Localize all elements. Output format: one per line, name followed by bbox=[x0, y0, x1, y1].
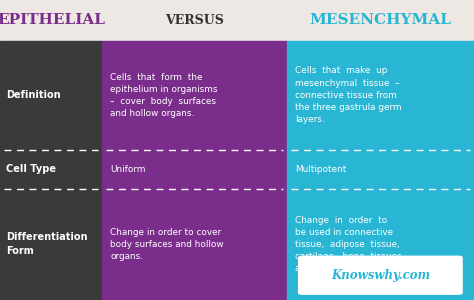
Bar bbox=[0, 0, 474, 40]
Text: Change  in  order  to
be used in connective
tissue,  adipose  tissue,
cartilage,: Change in order to be used in connective… bbox=[295, 216, 402, 273]
Text: MESENCHYMAL: MESENCHYMAL bbox=[310, 13, 451, 27]
Text: Uniform: Uniform bbox=[110, 165, 146, 174]
FancyBboxPatch shape bbox=[298, 256, 463, 295]
Text: Cell Type: Cell Type bbox=[6, 164, 55, 175]
Text: Cells  that  form  the
epithelium in organisms
–  cover  body  surfaces
and holl: Cells that form the epithelium in organi… bbox=[110, 73, 218, 118]
Bar bbox=[102, 40, 287, 300]
Text: Definition: Definition bbox=[6, 90, 60, 100]
Text: Multipotent: Multipotent bbox=[295, 165, 346, 174]
Text: Differentiation
Form: Differentiation Form bbox=[6, 232, 87, 256]
Text: EPITHELIAL: EPITHELIAL bbox=[0, 13, 105, 27]
Bar bbox=[0, 40, 102, 300]
Text: Knowswhy.com: Knowswhy.com bbox=[331, 269, 430, 282]
Text: Cells  that  make  up
mesenchymal  tissue  –
connective tissue from
the three ga: Cells that make up mesenchymal tissue – … bbox=[295, 66, 402, 124]
Bar bbox=[287, 40, 474, 300]
Text: VERSUS: VERSUS bbox=[165, 14, 224, 27]
Text: Change in order to cover
body surfaces and hollow
organs.: Change in order to cover body surfaces a… bbox=[110, 228, 224, 261]
